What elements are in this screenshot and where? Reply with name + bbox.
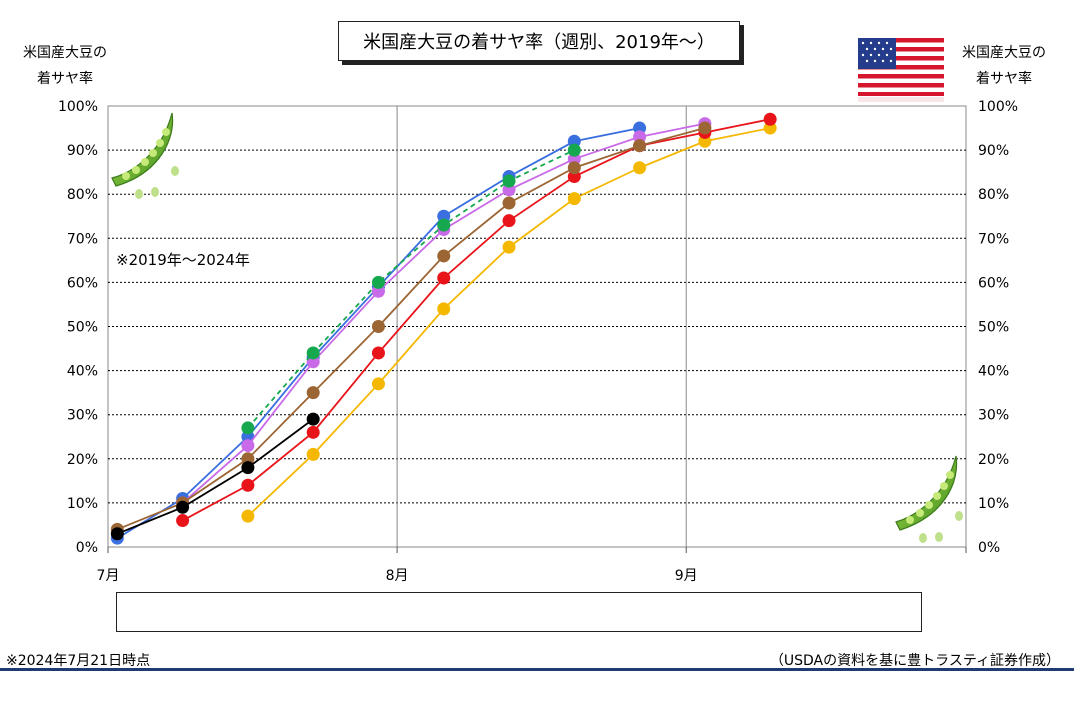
bottom-rule (0, 668, 1074, 671)
data-point-2022 (371, 346, 385, 360)
data-point-2021 (241, 439, 255, 453)
y-tick-label-right: 70% (978, 231, 1009, 247)
data-point-2023 (371, 320, 385, 333)
y-tick-label-right: 80% (978, 187, 1009, 203)
chart-title: 米国産大豆の着サヤ率（週別、2019年～） (338, 21, 740, 61)
series-line-2022 (182, 118, 771, 522)
pea-pod-icon-left (111, 112, 179, 199)
y-tick-label-right: 60% (978, 275, 1009, 291)
series-line-2023 (116, 127, 706, 531)
series-group (110, 112, 777, 545)
y-tick-label-left: 100% (58, 99, 98, 115)
y-tick-label-left: 10% (67, 496, 98, 512)
series-line-avg (247, 149, 575, 429)
left-axis-label-line1: 米国産大豆の (23, 45, 107, 61)
footnote-source: （USDAの資料を基に豊トラスティ証券作成） (769, 653, 1060, 669)
right-axis-label: 米国産大豆の 着サヤ率 (944, 40, 1064, 92)
data-point-2024 (241, 461, 255, 475)
y-tick-label-right: 0% (978, 540, 1000, 556)
footnote-date: ※2024年7月21日時点 (6, 653, 151, 669)
data-point-2022 (502, 214, 516, 228)
data-point-2023 (306, 386, 320, 400)
left-axis-label-line2: 着サヤ率 (37, 71, 93, 87)
axes: 0% 0% 10% 10% 20% 20% 30% 30% 40% 40% 50% 50% 60% 60%… (58, 99, 1018, 584)
y-tick-label-left: 90% (67, 143, 98, 159)
data-point-2023 (633, 139, 647, 153)
data-point-2022 (437, 271, 451, 285)
right-axis-label-line1: 米国産大豆の (962, 45, 1046, 61)
data-point-2019 (437, 302, 451, 316)
pea-pod-icon-right (895, 455, 963, 543)
y-tick-label-left: 80% (67, 187, 98, 203)
data-point-2019 (371, 377, 385, 391)
data-point-2022 (763, 112, 777, 126)
x-tick-label: 9月 (675, 568, 698, 584)
y-tick-label-left: 50% (67, 320, 98, 336)
y-tick-label-left: 70% (67, 231, 98, 247)
data-point-2022 (306, 425, 320, 439)
data-point-2023 (698, 121, 712, 135)
data-point-avg (502, 174, 516, 188)
data-point-2019 (241, 509, 255, 523)
y-tick-label-right: 50% (978, 320, 1009, 336)
grid (107, 105, 967, 548)
y-tick-label-right: 90% (978, 143, 1009, 159)
period-note: ※2019年～2024年 (116, 251, 250, 269)
right-axis-label-line2: 着サヤ率 (976, 71, 1032, 87)
data-point-avg (371, 275, 385, 289)
left-axis-label: 米国産大豆の 着サヤ率 (5, 40, 125, 92)
series-line-2024 (116, 418, 314, 535)
y-tick-label-left: 0% (76, 540, 98, 556)
y-tick-label-left: 30% (67, 408, 98, 424)
data-point-2019 (567, 192, 581, 206)
y-tick-label-left: 20% (67, 452, 98, 468)
data-point-2022 (176, 514, 190, 528)
x-tick-label: 7月 (97, 568, 120, 584)
data-point-avg (306, 346, 320, 360)
y-tick-label-left: 60% (67, 275, 98, 291)
data-point-2019 (502, 240, 516, 254)
data-point-2019 (633, 161, 647, 175)
data-point-2023 (437, 249, 451, 263)
x-tick-label: 8月 (386, 568, 409, 584)
y-tick-label-right: 30% (978, 408, 1009, 424)
us-flag-icon (858, 38, 944, 102)
data-point-avg (241, 421, 255, 435)
data-point-2023 (567, 161, 581, 175)
legend-frame (116, 592, 922, 632)
data-point-2024 (110, 527, 124, 541)
data-point-2023 (502, 196, 516, 210)
data-point-avg (437, 218, 451, 232)
y-tick-label-left: 40% (67, 364, 98, 380)
y-tick-label-right: 100% (978, 99, 1018, 115)
y-tick-label-right: 20% (978, 452, 1009, 468)
data-point-2019 (306, 447, 320, 461)
data-point-avg (567, 143, 581, 157)
y-tick-label-right: 10% (978, 496, 1009, 512)
data-point-2024 (306, 412, 320, 426)
y-tick-label-right: 40% (978, 364, 1009, 380)
data-point-2024 (176, 500, 190, 514)
data-point-2022 (241, 478, 255, 492)
